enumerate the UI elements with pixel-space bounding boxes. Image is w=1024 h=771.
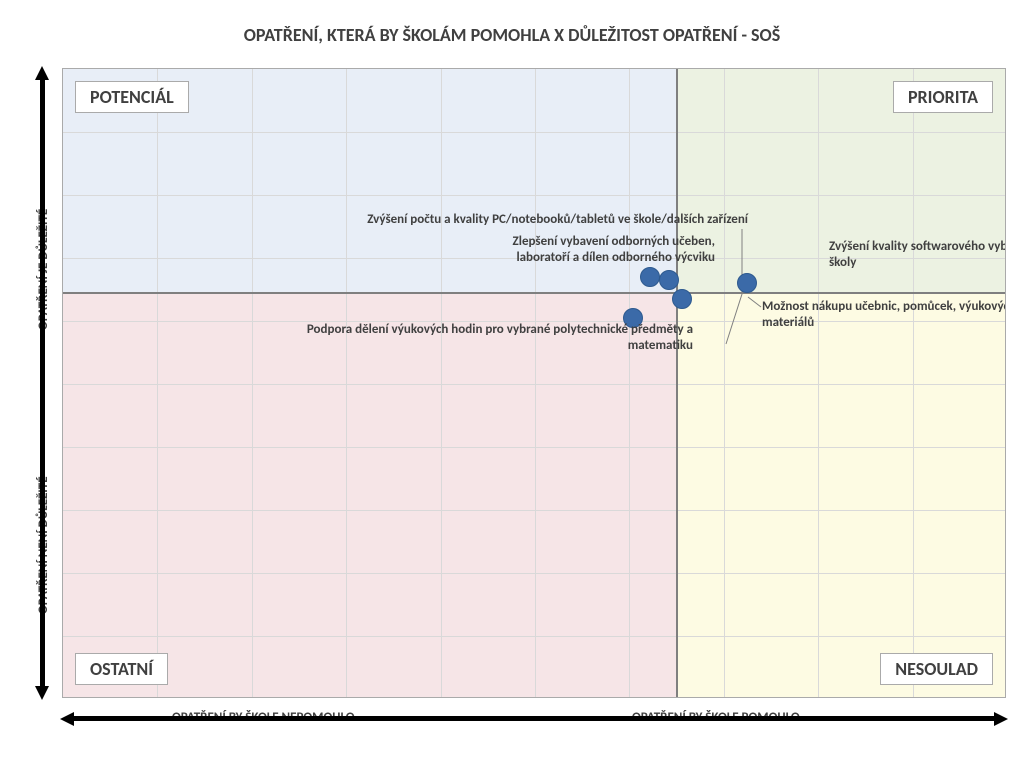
data-label-p3: Zvýšení kvality softwarového vybavení šk…	[829, 239, 1006, 272]
grid-line-horizontal	[63, 510, 1005, 511]
chart-title: OPATŘENÍ, KTERÁ BY ŠKOLÁM POMOHLA X DŮLE…	[0, 24, 1024, 46]
grid-line-vertical	[441, 69, 442, 697]
grid-line-vertical	[629, 69, 630, 697]
quad-label-priority: PRIORITA	[893, 81, 993, 113]
quad-label-mismatch: NESOULAD	[880, 653, 993, 685]
data-point-p4	[672, 289, 692, 309]
x-axis-arrow	[68, 716, 1000, 721]
grid-line-horizontal	[63, 384, 1005, 385]
quad-label-other: OSTATNÍ	[75, 653, 168, 685]
grid-line-horizontal	[63, 636, 1005, 637]
data-label-p5: Podpora dělení výukových hodin pro vybra…	[288, 322, 693, 355]
split-line-vertical	[676, 69, 678, 697]
y-axis-arrow	[40, 74, 45, 692]
grid-line-horizontal	[63, 573, 1005, 574]
grid-line-horizontal	[63, 195, 1005, 196]
grid-line-vertical	[346, 69, 347, 697]
split-line-horizontal	[63, 292, 1005, 294]
scatter-quadrant-chart: OPATŘENÍ, KTERÁ BY ŠKOLÁM POMOHLA X DŮLE…	[0, 0, 1024, 771]
grid-line-vertical	[535, 69, 536, 697]
data-label-p4: Možnost nákupu učebnic, pomůcek, výukový…	[762, 299, 1006, 332]
data-point-p3	[737, 273, 757, 293]
grid-line-vertical	[157, 69, 158, 697]
grid-line-vertical	[913, 69, 914, 697]
data-label-p1: Zvýšení počtu a kvality PC/notebooků/tab…	[268, 212, 748, 228]
x-axis-arrow-head-right	[994, 712, 1008, 726]
data-point-p1	[640, 267, 660, 287]
plot-area: Zvýšení počtu a kvality PC/notebooků/tab…	[62, 68, 1006, 698]
y-axis-arrow-head-bottom	[35, 686, 49, 700]
grid-line-vertical	[818, 69, 819, 697]
grid-line-vertical	[252, 69, 253, 697]
grid-line-horizontal	[63, 447, 1005, 448]
x-axis-arrow-head-left	[60, 712, 74, 726]
grid-line-horizontal	[63, 132, 1005, 133]
quad-label-potential: POTENCIÁL	[75, 81, 189, 113]
quadrant-bg	[677, 293, 1006, 698]
data-point-p2	[659, 270, 679, 290]
y-axis-arrow-head-top	[35, 66, 49, 80]
data-label-p2: Zlepšení vybavení odborných učeben, labo…	[495, 234, 715, 267]
grid-line-vertical	[724, 69, 725, 697]
